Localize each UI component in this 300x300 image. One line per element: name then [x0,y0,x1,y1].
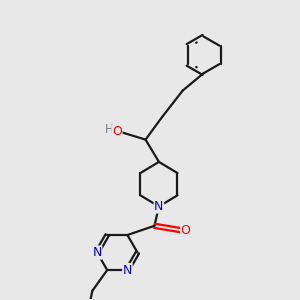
Text: H: H [105,123,114,136]
Text: N: N [123,263,132,277]
Text: O: O [181,224,190,237]
Text: O: O [112,125,122,138]
Text: N: N [92,246,102,259]
Text: N: N [154,200,164,213]
